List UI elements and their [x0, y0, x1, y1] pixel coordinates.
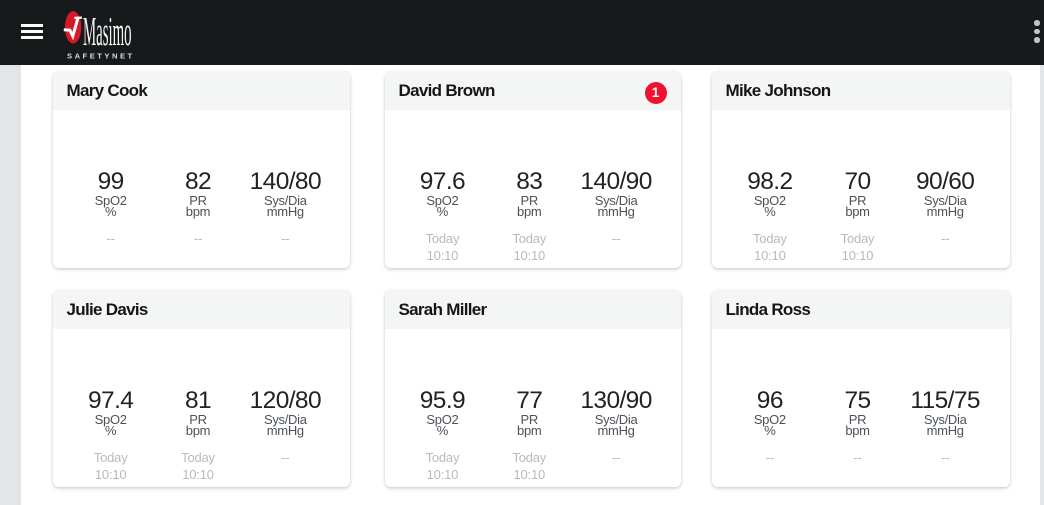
svg-text:Masimo: Masimo: [83, 8, 132, 54]
svg-text:SAFETYNET: SAFETYNET: [67, 52, 135, 61]
